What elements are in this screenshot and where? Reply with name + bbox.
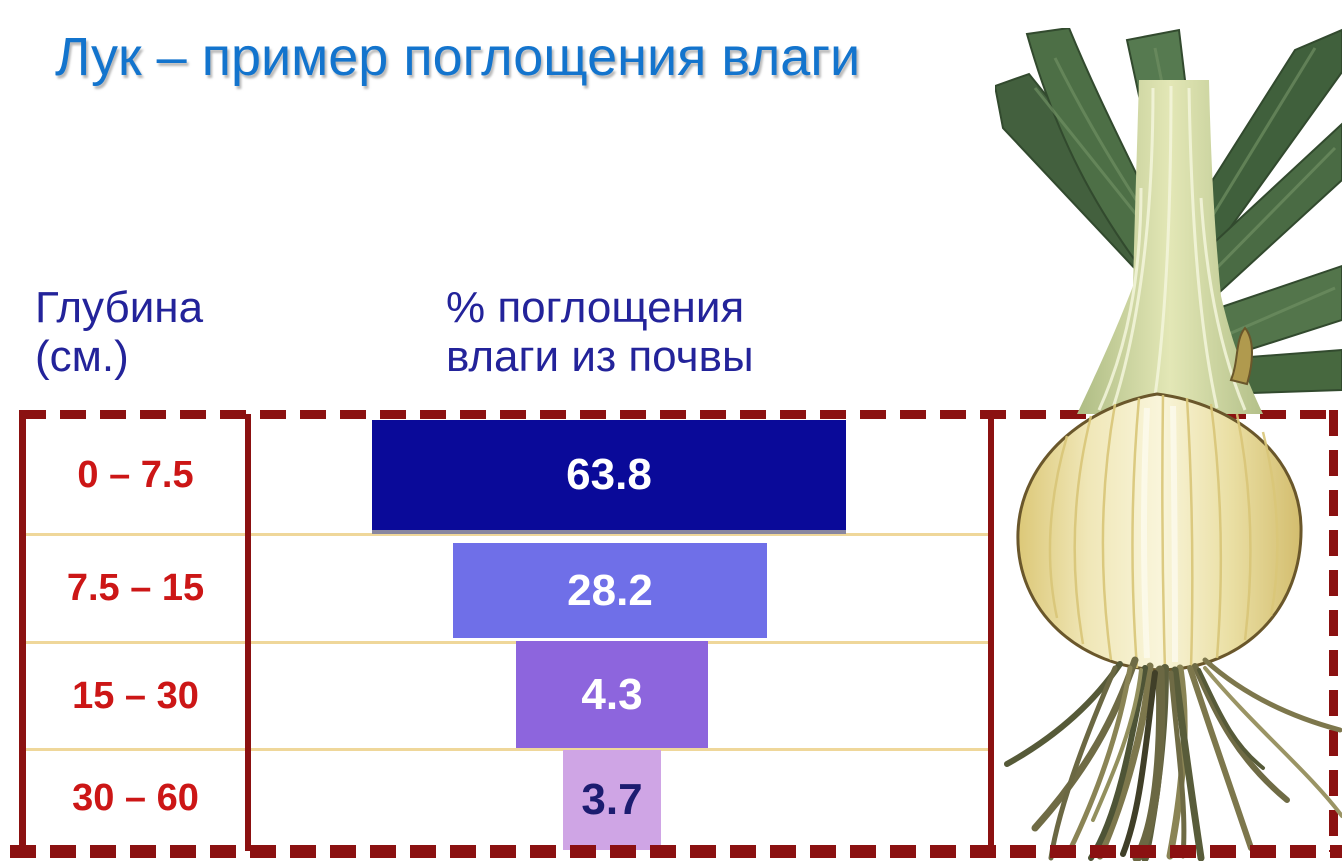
depth-label-row3: 15 – 30 bbox=[72, 674, 199, 717]
bar-row4: 3.7 bbox=[563, 750, 661, 850]
depth-label-row4: 30 – 60 bbox=[72, 776, 199, 819]
table-border-top-dashed bbox=[20, 410, 1332, 419]
onion-roots bbox=[1004, 656, 1342, 861]
table-border-bottom-dashed bbox=[10, 845, 1342, 858]
table-border-right-dashed bbox=[1329, 410, 1338, 852]
percent-header-line2: влаги из почвы bbox=[446, 332, 754, 382]
percent-header-line1: % поглощения bbox=[446, 283, 745, 332]
depth-label-row1: 0 – 7.5 bbox=[77, 454, 194, 496]
bar-value-row4: 3.7 bbox=[581, 775, 643, 824]
depth-label-row2: 7.5 – 15 bbox=[66, 567, 205, 609]
bar-row3: 4.3 bbox=[516, 641, 708, 748]
chart-right-divider bbox=[988, 414, 994, 851]
row-separator bbox=[26, 533, 988, 536]
onion-stalk bbox=[1077, 80, 1263, 414]
bar-value-row3: 4.3 bbox=[581, 669, 643, 719]
onion-plant-image bbox=[995, 28, 1342, 861]
bar-value-row1: 63.8 bbox=[566, 450, 652, 499]
table-border-left-solid bbox=[19, 410, 26, 858]
page-title: Лук – пример поглощения влаги bbox=[55, 27, 861, 87]
bulb-striations bbox=[1048, 394, 1279, 671]
depth-header-line1: Глубина bbox=[35, 283, 204, 332]
bar-row1: 63.8 bbox=[372, 420, 846, 534]
percent-column-header: % поглощения влаги из почвы bbox=[446, 283, 754, 382]
row-separator bbox=[26, 641, 988, 644]
stalk-striations bbox=[1097, 85, 1247, 411]
bar-value-row2: 28.2 bbox=[567, 565, 653, 615]
onion-bulb bbox=[1016, 392, 1303, 672]
depth-column-header: Глубина (см.) bbox=[35, 283, 203, 382]
onion-sprout bbox=[1229, 326, 1253, 386]
label-column-divider bbox=[245, 414, 251, 851]
bar-row2: 28.2 bbox=[453, 543, 767, 638]
bulb-highlight bbox=[1141, 405, 1178, 663]
row-separator bbox=[26, 748, 988, 751]
depth-header-line2: (см.) bbox=[35, 332, 129, 382]
